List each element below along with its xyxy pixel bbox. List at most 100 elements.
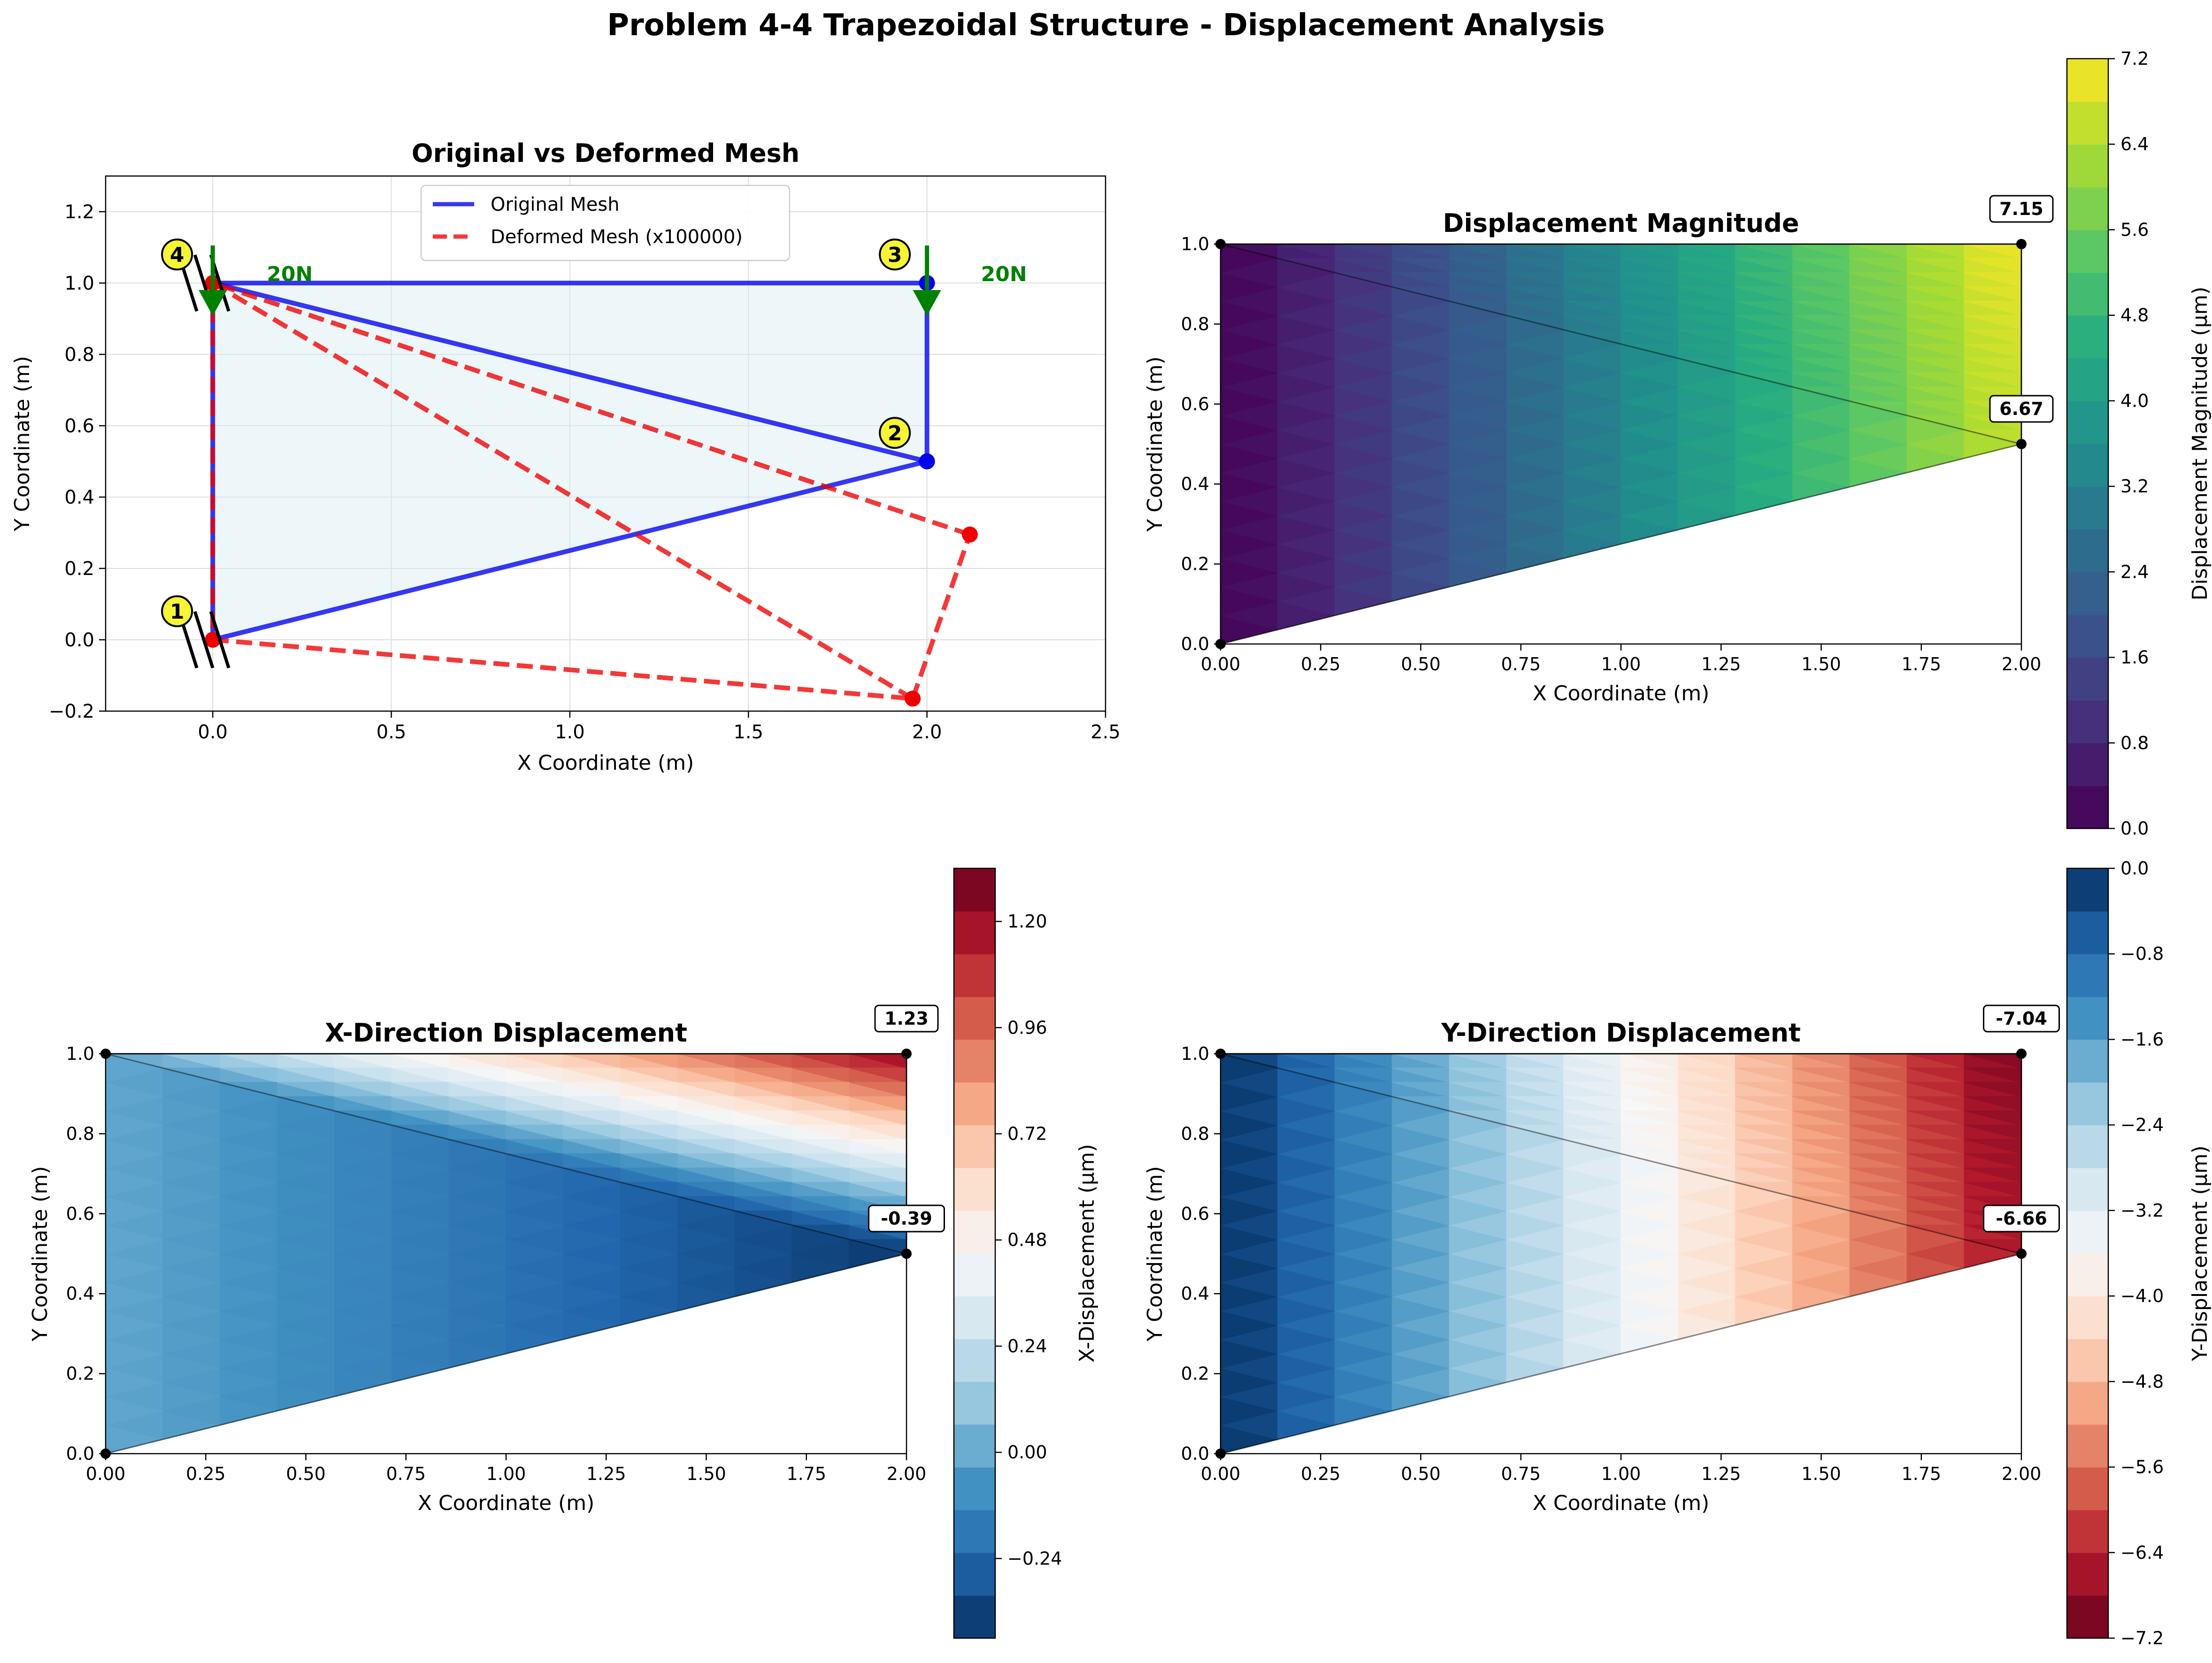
contour-title: X-Direction Displacement <box>325 1018 687 1048</box>
element-edge <box>1220 1253 2022 1455</box>
colorbar-tick-label: 4.0 <box>2120 391 2149 411</box>
colorbar-band <box>2067 785 2108 829</box>
colorbar-band <box>954 954 995 997</box>
contour-xlabel: X Coordinate (m) <box>1533 1491 1710 1515</box>
deformed-mesh-segment <box>211 281 914 701</box>
colorbar-label: X-Displacement (μm) <box>1075 1144 1099 1362</box>
contour-ytick-label: 0.2 <box>1181 1364 1209 1384</box>
colorbar-tick-label: −2.4 <box>2120 1115 2164 1135</box>
colorbar-band <box>2067 1381 2108 1425</box>
deformed-mesh-segment <box>212 281 971 537</box>
contour-xtick-label: 1.50 <box>686 1464 726 1484</box>
mesh-domain-fill <box>213 283 927 640</box>
contour-ytick-label: 0.2 <box>66 1364 94 1384</box>
mesh-ytick-label: 1.2 <box>64 201 94 223</box>
colorbar-tick-label: 0.96 <box>1007 1017 1047 1038</box>
mesh-xtick-label: 0.5 <box>376 721 407 743</box>
colorbar-band <box>2067 444 2108 487</box>
colorbar-tick-label: 4.8 <box>2120 305 2149 326</box>
mesh-plot-area: 1 2 3 4 20N 20N <box>161 238 1027 707</box>
colorbar-frame <box>953 867 996 1639</box>
colorbar-band <box>954 1210 995 1254</box>
contour-xtick-label: 1.00 <box>1601 1464 1641 1484</box>
contour-ytick-label: 0.8 <box>66 1123 94 1144</box>
contour-xlabel: X Coordinate (m) <box>418 1491 595 1515</box>
force-label: 20N <box>981 262 1027 286</box>
colorbar-tick-label: 0.8 <box>2120 733 2149 753</box>
colorbar-band <box>2067 1552 2108 1596</box>
colorbar-band <box>954 1039 995 1083</box>
colorbar-band <box>954 1510 995 1553</box>
node-label-circle <box>161 238 193 271</box>
contour-xtick-label: 0.00 <box>86 1464 126 1484</box>
element-edge <box>105 1253 907 1455</box>
contour-ylabel: Y Coordinate (m) <box>28 1166 52 1341</box>
legend-box <box>420 184 791 261</box>
contour-xtick-label: 0.50 <box>286 1464 326 1484</box>
colorbar-band <box>2067 1253 2108 1296</box>
colorbar-band <box>2067 911 2108 955</box>
contour-ytick-label: 1.0 <box>66 1043 94 1064</box>
mesh-xtick-label: 0.0 <box>198 721 228 743</box>
contour-xtick-label: 0.50 <box>1401 654 1441 674</box>
support-hatch <box>209 611 230 669</box>
contour-ylabel: Y Coordinate (m) <box>1143 356 1167 532</box>
colorbar-tick-label: −0.8 <box>2120 943 2164 964</box>
value-annotation: 7.15 <box>1999 199 2043 219</box>
colorbar-band <box>2067 1082 2108 1126</box>
contour-ytick-label: 0.4 <box>1181 1283 1209 1304</box>
colorbar-band <box>954 868 995 912</box>
contour-xtick-label: 1.25 <box>586 1464 626 1484</box>
contour-xtick-label: 1.25 <box>1701 1464 1741 1484</box>
contour-xtick-label: 1.50 <box>1801 654 1841 674</box>
colorbar-tick-label: −4.0 <box>2120 1286 2164 1306</box>
node-label: 2 <box>888 421 902 445</box>
colorbar-tick-label: −6.4 <box>2120 1542 2164 1563</box>
colorbar-tick-label: −1.6 <box>2120 1029 2164 1050</box>
contour-xtick-label: 1.75 <box>1901 654 1941 674</box>
node-label: 3 <box>888 243 902 267</box>
colorbar-tick-label: 5.6 <box>2120 219 2149 240</box>
colorbar-band <box>2067 996 2108 1040</box>
contour-xtick-label: 0.25 <box>1301 1464 1341 1484</box>
mesh-xlabel: X Coordinate (m) <box>517 751 694 775</box>
value-annotation-box <box>1983 1004 2060 1033</box>
colorbar-label: Displacement Magnitude (μm) <box>2188 287 2212 601</box>
value-annotation-box <box>1983 1204 2060 1233</box>
element-edge <box>105 1053 907 1255</box>
colorbar-band <box>954 1339 995 1382</box>
colorbar-band <box>954 1296 995 1340</box>
contour-ytick-label: 0.0 <box>1181 1443 1209 1464</box>
colorbar-band <box>2067 700 2108 743</box>
colorbar-tick-label: 0.00 <box>1007 1442 1047 1463</box>
contour-ytick-label: 0.0 <box>1181 634 1209 654</box>
colorbar-frame <box>2066 58 2109 829</box>
value-annotation-box <box>1989 195 2054 223</box>
contour-ytick-label: 0.0 <box>66 1443 94 1464</box>
colorbar-tick-label: 3.2 <box>2120 476 2149 497</box>
y-displacement-panel: 0.00 0.25 0.50 0.75 1.00 1.25 1.50 1.75 2.00 0.0 0… <box>1143 858 2212 1648</box>
colorbar-tick-label: 0.0 <box>2120 858 2149 879</box>
value-annotation: 6.67 <box>1999 399 2043 419</box>
original-node-marker <box>919 453 935 469</box>
contour-xlabel: X Coordinate (m) <box>1533 682 1710 705</box>
colorbar-band <box>954 996 995 1040</box>
colorbar-tick-label: −7.2 <box>2120 1628 2164 1648</box>
magnitude-panel: 0.00 0.25 0.50 0.75 1.00 1.25 1.50 1.75 2.00 0.0 0… <box>1143 48 2212 839</box>
colorbar-tick-label: −3.2 <box>2120 1200 2164 1221</box>
colorbar-tick-label: 6.4 <box>2120 134 2149 154</box>
contour-ytick-label: 0.8 <box>1181 314 1209 334</box>
contour-title: Displacement Magnitude <box>1443 208 1799 238</box>
mesh-ytick-label: 0.0 <box>64 629 94 651</box>
mesh-ylabel: Y Coordinate (m) <box>10 356 34 531</box>
mesh-ytick-label: −0.2 <box>49 701 94 722</box>
mesh-ytick-label: 0.6 <box>64 415 94 437</box>
contour-title: Y-Direction Displacement <box>1441 1018 1801 1048</box>
colorbar-band <box>2067 315 2108 359</box>
contour-ytick-label: 1.0 <box>1181 234 1209 254</box>
node-label-circle <box>161 595 193 628</box>
contour-xtick-label: 1.50 <box>1801 1464 1841 1484</box>
mesh-ytick-label: 1.0 <box>64 273 94 294</box>
mesh-ytick-label: 0.2 <box>64 558 94 580</box>
colorbar-band <box>954 1467 995 1510</box>
